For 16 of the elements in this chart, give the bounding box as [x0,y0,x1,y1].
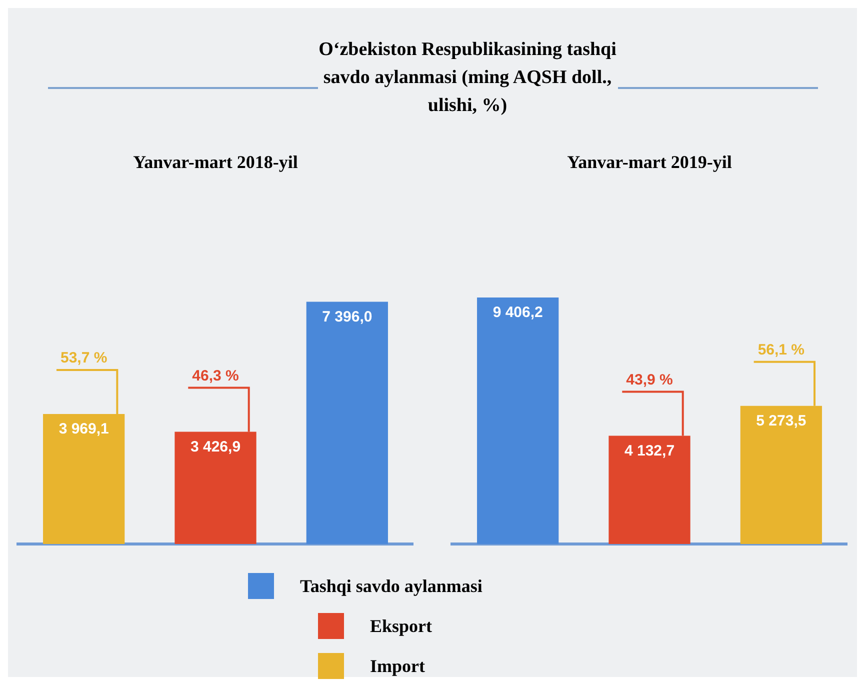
annotation: 53,7 % [60,350,108,367]
data-label: 5 273,5 [756,412,806,430]
data-label: 3 426,9 [190,438,241,456]
legend-label: Import [370,656,425,676]
data-label: 3 969,1 [58,420,109,438]
annotation: 43,9 % [626,371,673,388]
text: O‘zbekiston Respublikasining tashqi savdo aylanmasi (ming AQSH doll., ulishi, %) [318,38,618,118]
data-label: 9 406,2 [492,304,543,322]
chart-subtitle: Yanvar-mart 2018-yil [132,152,299,174]
legend-label: Tashqi savdo aylanmasi [300,576,482,596]
data-label: 7 396,0 [322,308,372,326]
chart-subtitle: Yanvar-mart 2019-yil [566,152,733,174]
data-label: 4 132,7 [624,442,675,460]
annotation: 56,1 % [758,341,805,358]
legend-label: Eksport [370,616,432,636]
annotation: 46,3 % [192,367,239,384]
